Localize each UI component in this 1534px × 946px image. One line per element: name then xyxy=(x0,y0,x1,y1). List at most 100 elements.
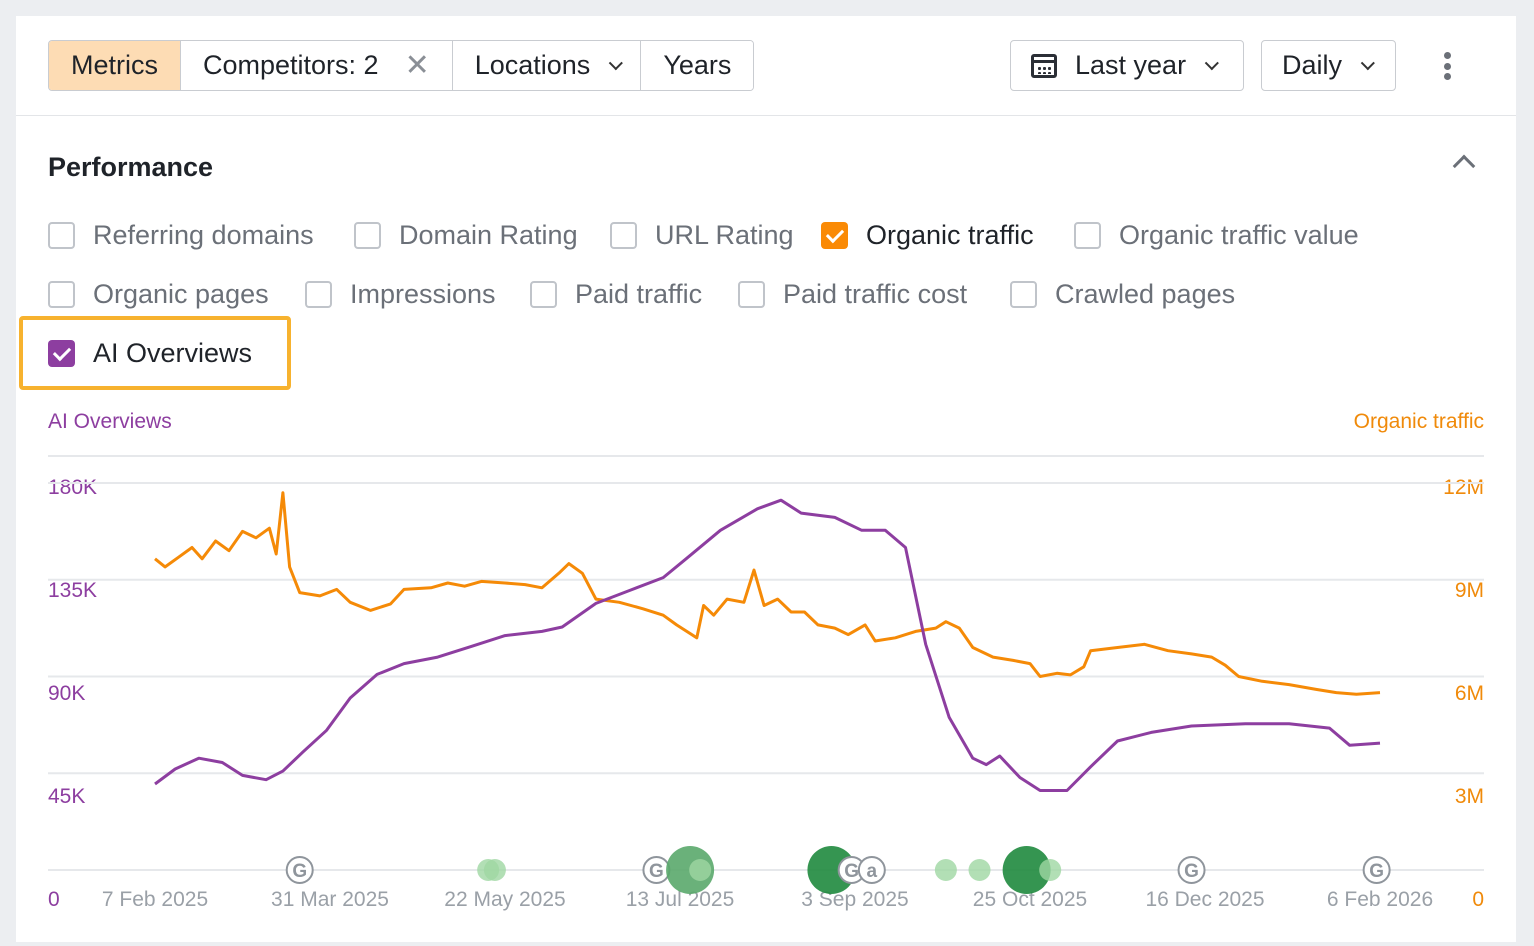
calendar-icon xyxy=(1031,53,1057,78)
checkbox-box xyxy=(48,281,75,308)
checkbox-url-rating[interactable]: URL Rating xyxy=(610,220,794,251)
marker-circle xyxy=(1177,856,1206,884)
granularity-label: Daily xyxy=(1282,50,1343,80)
x-tick-label: 7 Feb 2025 xyxy=(101,888,209,911)
marker-glyph: G xyxy=(1369,861,1384,882)
x-tick-label: 6 Feb 2026 xyxy=(1326,888,1434,911)
checkbox-impressions[interactable]: Impressions xyxy=(305,279,496,310)
checkbox-box xyxy=(1074,222,1101,249)
right-tick-label: 12M xyxy=(1443,476,1484,499)
event-marker xyxy=(1002,846,1051,894)
marker-glyph: a xyxy=(867,861,878,882)
date-range-dropdown[interactable]: Last year xyxy=(1010,40,1244,91)
chart-grid xyxy=(48,455,1484,871)
left-tick-label: 135K xyxy=(48,579,98,602)
x-tick-label: 31 Mar 2025 xyxy=(271,888,389,911)
checkbox-paid-traffic-cost[interactable]: Paid traffic cost xyxy=(738,279,967,310)
checkbox-crawled-pages[interactable]: Crawled pages xyxy=(1010,279,1235,310)
checkbox-ai-overviews[interactable]: AI Overviews xyxy=(48,338,252,369)
more-options-icon[interactable] xyxy=(1442,52,1452,80)
checkbox-box xyxy=(48,222,75,249)
left-tick-label: 180K xyxy=(48,476,98,499)
years-button[interactable]: Years xyxy=(641,41,754,90)
checkbox-domain-rating[interactable]: Domain Rating xyxy=(354,220,578,251)
left-tick-label: 0 xyxy=(48,888,60,911)
right-tick-label: 0 xyxy=(1472,888,1484,911)
google-update-icon: G xyxy=(642,856,671,884)
checkbox-label: Impressions xyxy=(350,279,496,309)
locations-label: Locations xyxy=(474,50,591,80)
right-axis-title: Organic traffic xyxy=(1353,410,1484,433)
performance-card: Metrics Competitors: 2 ✕ Locations Years… xyxy=(16,16,1516,942)
checkbox-label: Referring domains xyxy=(93,220,314,250)
section-title: Performance xyxy=(48,152,214,182)
x-tick-label: 16 Dec 2025 xyxy=(1145,888,1265,911)
highlight-box xyxy=(19,316,291,390)
left-tick-label: 90K xyxy=(48,682,86,705)
checkbox-organic-pages[interactable]: Organic pages xyxy=(48,279,269,310)
view-segmented-control: Metrics Competitors: 2 ✕ Locations Years xyxy=(48,40,755,91)
right-tick-label: 9M xyxy=(1454,579,1484,602)
marker-glyph: G xyxy=(1184,861,1199,882)
competitors-label: Competitors: 2 xyxy=(203,50,379,80)
checkbox-label: Organic traffic xyxy=(866,220,1034,250)
checkbox-label: Paid traffic xyxy=(575,279,703,309)
metrics-tab-label: Metrics xyxy=(71,50,158,80)
right-tick-label: 3M xyxy=(1454,785,1484,808)
event-marker xyxy=(689,859,712,881)
checkbox-box xyxy=(821,222,848,249)
checkbox-label: URL Rating xyxy=(655,220,794,250)
right-tick-label: 6M xyxy=(1454,682,1484,705)
checkbox-box xyxy=(738,281,765,308)
left-axis-title: AI Overviews xyxy=(48,410,172,433)
marker-glyph: G xyxy=(844,861,859,882)
years-label: Years xyxy=(663,50,732,80)
marker-circle xyxy=(285,856,314,884)
x-tick-label: 22 May 2025 xyxy=(444,888,566,911)
checkbox-box xyxy=(48,340,75,367)
granularity-dropdown[interactable]: Daily xyxy=(1261,40,1396,91)
locations-dropdown[interactable]: Locations xyxy=(452,41,642,90)
chart-series xyxy=(154,491,1381,792)
marker-glyph: G xyxy=(292,861,307,882)
checkbox-label: Organic traffic value xyxy=(1119,220,1359,250)
marker-circle xyxy=(857,856,886,884)
marker-circle xyxy=(1362,856,1391,884)
ai-overviews-line xyxy=(154,498,1381,792)
checkbox-box xyxy=(530,281,557,308)
metrics-tab[interactable]: Metrics xyxy=(49,41,181,90)
checkbox-box xyxy=(1010,281,1037,308)
amazon-update-icon: a xyxy=(857,856,886,884)
checkbox-paid-traffic[interactable]: Paid traffic xyxy=(530,279,702,310)
date-range-label: Last year xyxy=(1075,50,1187,80)
checkbox-label: AI Overviews xyxy=(93,338,253,368)
checkbox-box xyxy=(610,222,637,249)
checkbox-organic-traffic[interactable]: Organic traffic xyxy=(821,220,1034,251)
competitors-button[interactable]: Competitors: 2 ✕ xyxy=(181,41,453,90)
close-icon[interactable]: ✕ xyxy=(404,48,430,82)
checkbox-label: Domain Rating xyxy=(399,220,578,250)
x-tick-label: 25 Oct 2025 xyxy=(972,888,1088,911)
left-tick-label: 45K xyxy=(48,785,86,808)
marker-glyph: G xyxy=(649,861,664,882)
event-marker xyxy=(1039,859,1062,881)
checkbox-box xyxy=(354,222,381,249)
checkbox-label: Paid traffic cost xyxy=(783,279,968,309)
event-marker xyxy=(934,859,957,881)
event-marker xyxy=(968,859,991,881)
checkbox-label: Crawled pages xyxy=(1055,279,1236,309)
checkbox-organic-traffic-value[interactable]: Organic traffic value xyxy=(1074,220,1359,251)
checkbox-box xyxy=(305,281,332,308)
checkbox-referring-domains[interactable]: Referring domains xyxy=(48,220,314,251)
x-tick-label: 13 Jul 2025 xyxy=(625,888,735,911)
google-update-icon: G xyxy=(1362,856,1391,884)
checkbox-label: Organic pages xyxy=(93,279,269,309)
organic-traffic-line xyxy=(154,491,1381,696)
google-update-icon: G xyxy=(1177,856,1206,884)
toolbar: Metrics Competitors: 2 ✕ Locations Years… xyxy=(16,16,1516,116)
google-update-icon: G xyxy=(285,856,314,884)
event-marker xyxy=(807,846,856,894)
event-marker xyxy=(483,859,506,881)
